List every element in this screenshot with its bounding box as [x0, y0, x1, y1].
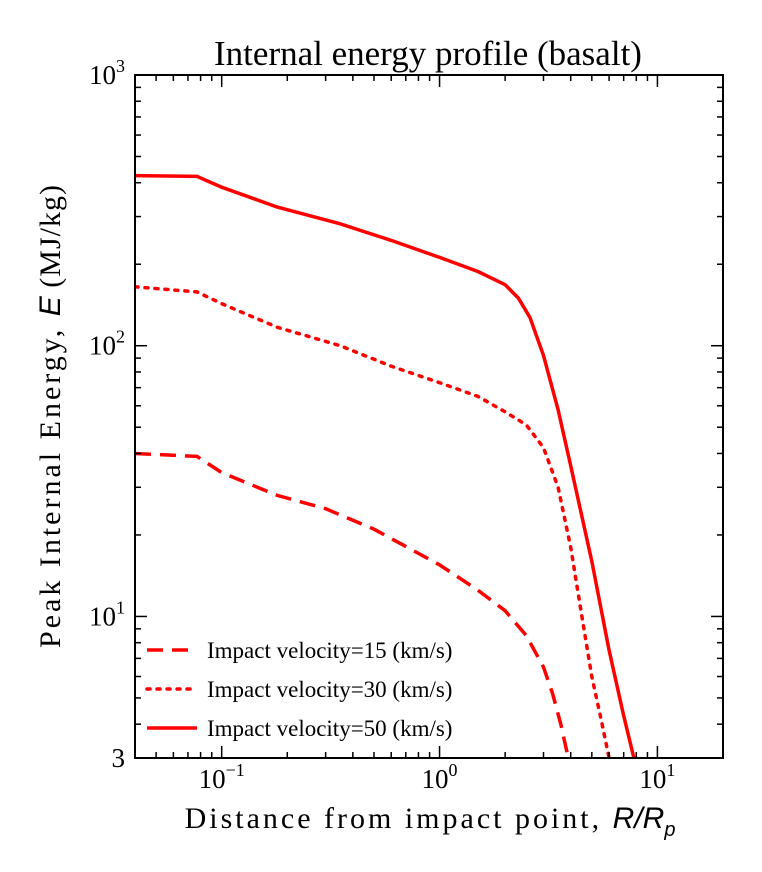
x-tick-label: 10−1: [199, 760, 245, 794]
y-axis-label-text: Peak Internal Energy,: [34, 316, 67, 648]
legend-label-1: Impact velocity=15 (km/s): [207, 638, 452, 663]
plot-series: [135, 173, 636, 758]
y-tick-label: 103: [89, 56, 125, 90]
x-axis-label-subscript: p: [663, 819, 675, 841]
y-axis-label: Peak Internal Energy, E (MJ/kg): [34, 184, 67, 648]
y-tick-label: 3: [112, 743, 126, 773]
y-axis-ticks: 3 101 102 103: [89, 56, 723, 773]
series-line-3: [135, 173, 636, 758]
y-axis-label-symbol: E: [34, 295, 67, 316]
x-tick-label: 100: [422, 760, 458, 794]
legend-label-3: Impact velocity=50 (km/s): [207, 716, 452, 741]
y-axis-label-unit: (MJ/kg): [34, 184, 67, 296]
legend-label-2: Impact velocity=30 (km/s): [207, 677, 452, 702]
x-tick-label: 101: [639, 760, 675, 794]
legend: Impact velocity=15 (km/s) Impact velocity…: [145, 638, 452, 741]
y-tick-label: 101: [89, 597, 125, 631]
chart-title: Internal energy profile (basalt): [214, 34, 642, 73]
y-tick-label: 102: [89, 327, 125, 361]
x-axis-label-symbol: R/R: [613, 802, 665, 835]
series-line-1: [135, 451, 571, 758]
x-axis-label-text: Distance from impact point,: [185, 802, 613, 835]
series-line-2: [135, 285, 611, 758]
x-axis-ticks: 10−1 100 101: [134, 75, 724, 794]
x-axis-label: Distance from impact point, R/Rp: [185, 802, 676, 841]
